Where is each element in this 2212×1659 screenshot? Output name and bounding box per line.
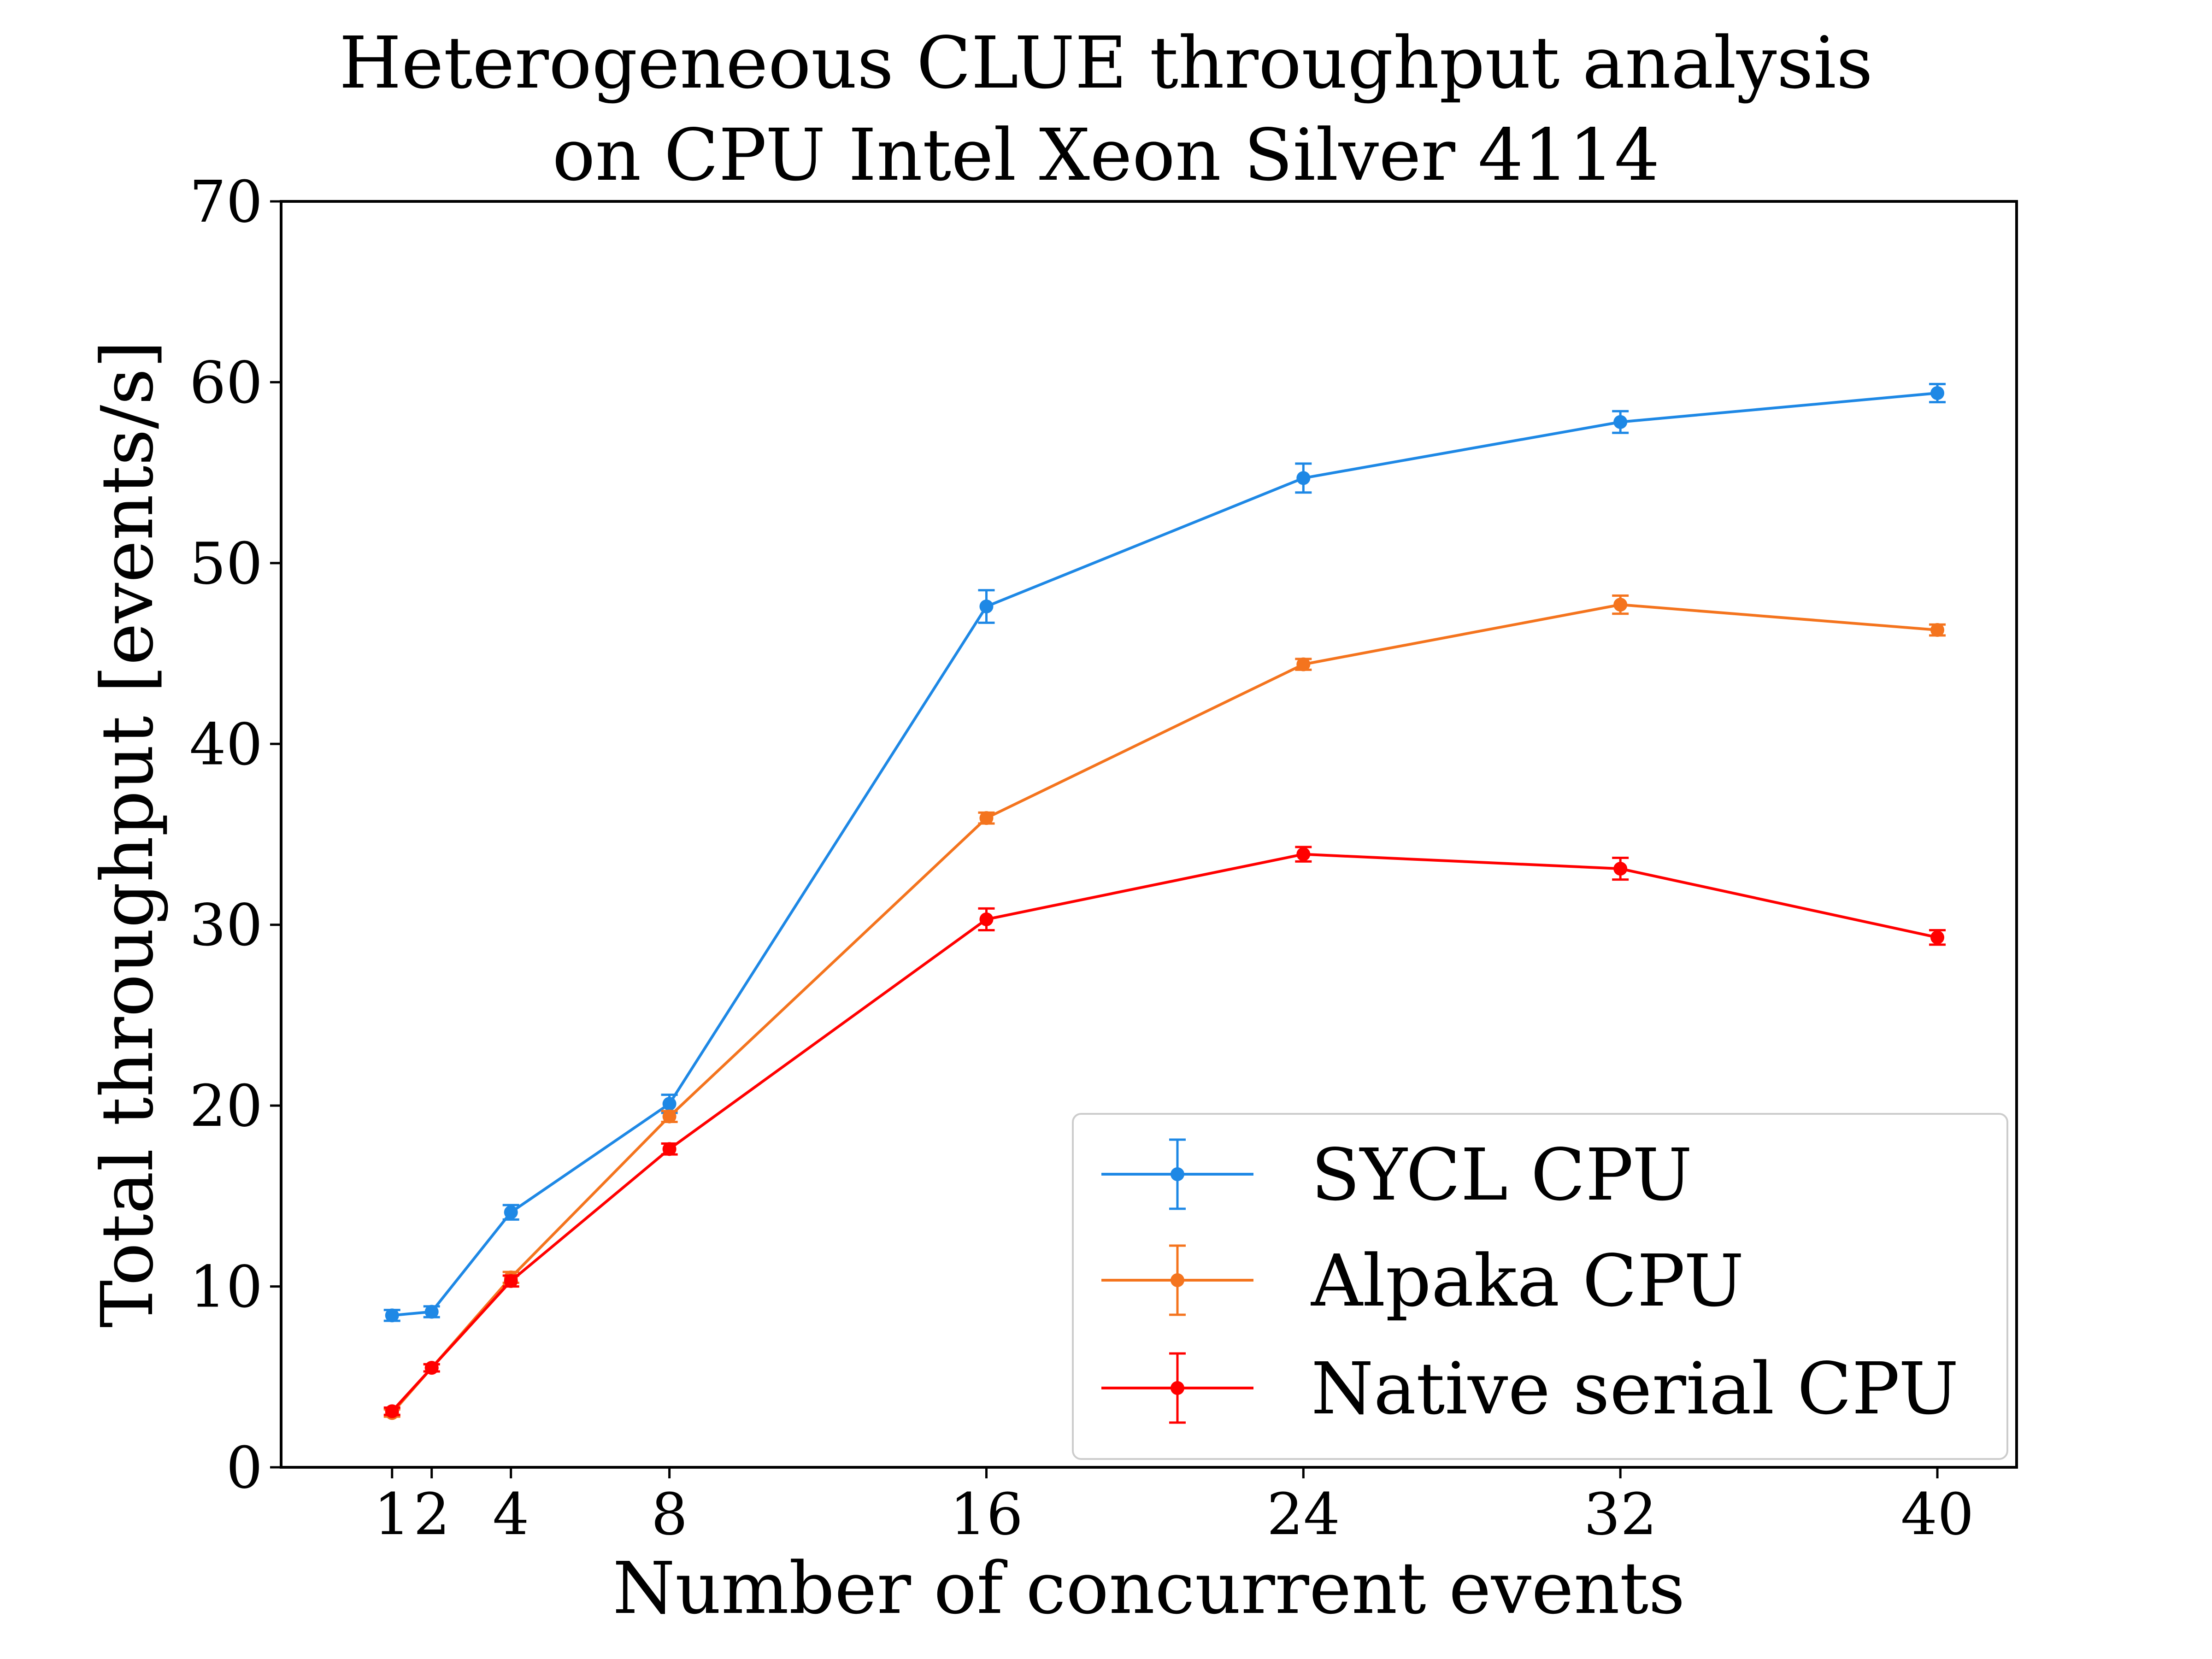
data-point [1613, 862, 1628, 876]
data-point [1613, 415, 1628, 429]
data-point [979, 912, 994, 926]
data-point [662, 1142, 677, 1156]
series-2 [383, 846, 1946, 1418]
axes-frame [280, 200, 2018, 1469]
data-point [1613, 598, 1628, 612]
data-point [662, 1109, 677, 1124]
legend-label: SYCL CPU [1311, 1133, 1692, 1217]
legend-entry-0: SYCL CPU [1101, 1133, 1692, 1217]
y-axis-label: Total throughput [events/s] [86, 341, 169, 1328]
legend-marker [1171, 1381, 1184, 1395]
data-point [504, 1205, 518, 1219]
data-point [1296, 471, 1311, 485]
x-axis-label: Number of concurrent events [612, 1547, 1685, 1630]
y-tick-label: 0 [226, 1435, 263, 1501]
data-point [424, 1361, 439, 1375]
legend-label: Alpaka CPU [1311, 1239, 1744, 1323]
x-tick-label: 2 [413, 1481, 450, 1548]
chart-title-line-1: Heterogeneous CLUE throughput analysis [339, 21, 1873, 105]
legend-box [1072, 1113, 2008, 1460]
y-tick-label: 30 [189, 892, 263, 959]
series-0 [383, 382, 1946, 1323]
x-tick-label: 16 [950, 1481, 1023, 1548]
legend-entry-1: Alpaka CPU [1101, 1239, 1744, 1323]
legend-marker [1171, 1167, 1184, 1181]
data-point [424, 1305, 439, 1319]
data-point [1930, 386, 1945, 400]
x-tick-label: 32 [1584, 1481, 1657, 1548]
y-tick-label: 20 [189, 1073, 263, 1140]
data-point [662, 1097, 677, 1111]
legend: SYCL CPU Alpaka CPU Native serial CPU [1072, 1113, 2008, 1460]
x-axis: 1 2 4 8 16 24 32 40 [374, 1467, 1974, 1548]
x-tick-label: 4 [493, 1481, 529, 1548]
legend-marker [1171, 1273, 1184, 1287]
data-point [385, 1404, 399, 1418]
plot-area [383, 382, 1946, 1420]
data-point [504, 1274, 518, 1288]
data-point [1296, 657, 1311, 671]
data-point [1930, 930, 1945, 945]
series-line [392, 391, 1938, 1317]
series-line [391, 853, 1938, 1412]
x-tick-label: 8 [651, 1481, 688, 1548]
x-tick-label: 1 [374, 1481, 411, 1548]
legend-label: Native serial CPU [1311, 1347, 1959, 1430]
y-tick-label: 40 [189, 711, 263, 778]
y-tick-label: 60 [189, 349, 263, 416]
y-tick-label: 10 [189, 1254, 263, 1321]
data-point [1930, 623, 1945, 637]
data-point [1296, 847, 1311, 861]
x-tick-label: 40 [1901, 1481, 1974, 1548]
y-tick-label: 50 [189, 530, 263, 597]
y-axis: 0 10 20 30 40 50 60 70 [189, 169, 281, 1501]
y-tick-label: 70 [189, 169, 263, 235]
data-point [385, 1308, 399, 1323]
chart-title-line-2: on CPU Intel Xeon Silver 4114 [552, 113, 1659, 197]
data-point [979, 811, 994, 825]
data-point [979, 600, 994, 614]
legend-entry-2: Native serial CPU [1101, 1347, 1959, 1430]
x-tick-label: 24 [1267, 1481, 1340, 1548]
